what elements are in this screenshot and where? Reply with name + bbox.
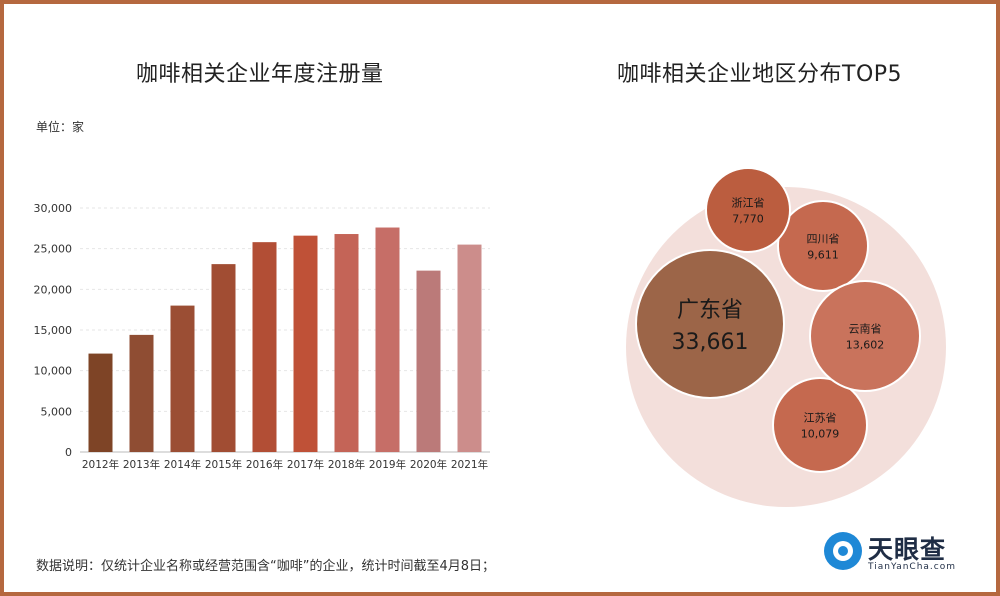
x-tick-label: 2019年 xyxy=(369,458,406,471)
y-tick-label: 25,000 xyxy=(34,243,73,256)
bubble-广东省 xyxy=(635,249,785,399)
tianyancha-logo: 天眼查 TianYanCha.com xyxy=(824,530,974,578)
bubble-name-label: 广东省 xyxy=(677,298,743,323)
bubble-浙江省 xyxy=(705,167,791,253)
bar-2017年 xyxy=(293,235,318,452)
x-tick-label: 2021年 xyxy=(451,458,488,471)
x-tick-label: 2016年 xyxy=(246,458,283,471)
bubble-chart-title: 咖啡相关企业地区分布TOP5 xyxy=(617,62,903,87)
logo-url: TianYanCha.com xyxy=(868,562,957,572)
bubble-云南省 xyxy=(809,280,921,392)
x-tick-label: 2020年 xyxy=(410,458,447,471)
bubble-value-label: 33,661 xyxy=(672,330,749,355)
y-tick-label: 20,000 xyxy=(34,283,73,296)
bubble-value-label: 7,770 xyxy=(732,212,764,225)
bar-2015年 xyxy=(211,264,236,452)
bubble-value-label: 13,602 xyxy=(846,338,885,351)
x-tick-label: 2013年 xyxy=(123,458,160,471)
unit-label: 单位：家 xyxy=(36,120,85,134)
bubble-name-label: 江苏省 xyxy=(804,412,837,425)
bar-2016年 xyxy=(252,242,277,452)
y-tick-label: 0 xyxy=(65,446,72,459)
logo-mark-icon xyxy=(824,532,862,570)
bar-chart-title: 咖啡相关企业年度注册量 xyxy=(136,62,384,87)
bar-2012年 xyxy=(88,353,113,452)
bar-2018年 xyxy=(334,234,359,452)
x-tick-label: 2017年 xyxy=(287,458,324,471)
bubble-name-label: 四川省 xyxy=(807,233,840,246)
y-tick-label: 10,000 xyxy=(34,365,73,378)
bubble-value-label: 9,611 xyxy=(807,248,839,261)
bubble-name-label: 云南省 xyxy=(849,323,882,336)
bar-2020年 xyxy=(416,270,441,452)
bar-2019年 xyxy=(375,227,400,452)
x-tick-label: 2018年 xyxy=(328,458,365,471)
y-tick-label: 30,000 xyxy=(34,202,73,215)
logo-name: 天眼查 xyxy=(868,535,947,564)
x-tick-label: 2014年 xyxy=(164,458,201,471)
bar-2021年 xyxy=(457,244,482,452)
bubble-name-label: 浙江省 xyxy=(732,197,765,210)
bar-2013年 xyxy=(129,334,154,452)
bubble-value-label: 10,079 xyxy=(801,427,840,440)
x-tick-label: 2012年 xyxy=(82,458,119,471)
bubble-四川省 xyxy=(777,200,869,292)
y-tick-label: 5,000 xyxy=(41,405,73,418)
bubble-江苏省 xyxy=(772,377,868,473)
bar-2014年 xyxy=(170,305,195,452)
data-footnote: 数据说明：仅统计企业名称或经营范围含“咖啡”的企业，统计时间截至4月8日； xyxy=(36,559,496,574)
x-tick-label: 2015年 xyxy=(205,458,242,471)
y-tick-label: 15,000 xyxy=(34,324,73,337)
